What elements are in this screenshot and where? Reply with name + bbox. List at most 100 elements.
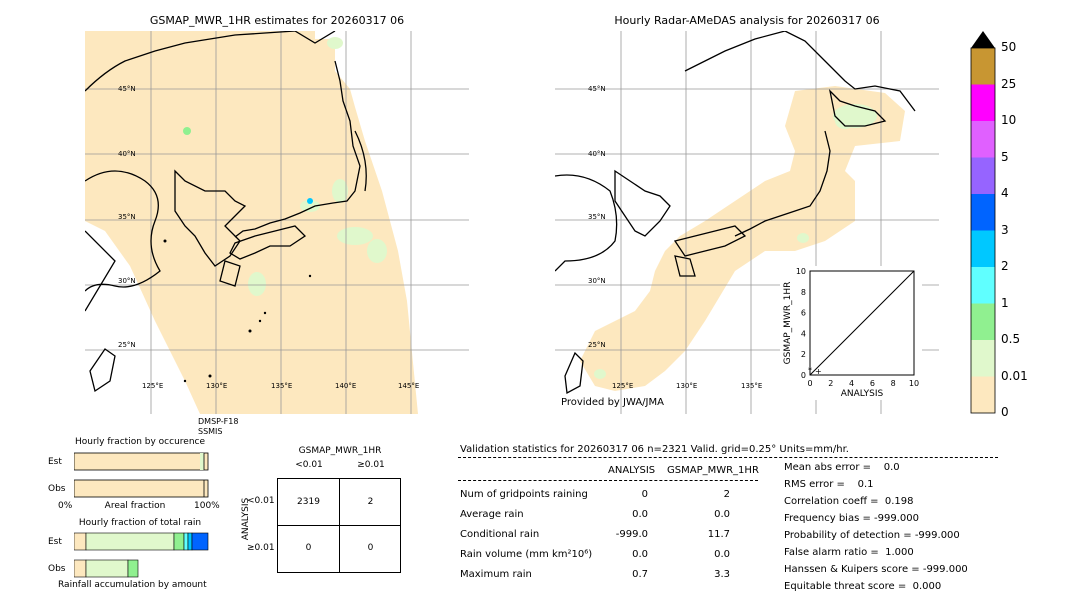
validation-row-gsmap: 3.3 — [714, 569, 730, 580]
right-map — [555, 31, 939, 414]
svg-text:*: * — [808, 366, 812, 375]
scatter-xtick: 0 — [807, 379, 812, 388]
colorbar-cell — [971, 376, 995, 413]
colorbar-tick-label: 5 — [1001, 149, 1009, 164]
scatter-ylabel: GSMAP_MWR_1HR — [783, 281, 793, 365]
left-lon-label: 145°E — [398, 382, 420, 390]
contingency-row-header: <0.01 — [247, 496, 275, 506]
colorbar-cell — [971, 121, 995, 158]
right-map-title: Hourly Radar-AMeDAS analysis for 2026031… — [614, 14, 880, 27]
total-est-seg — [173, 532, 185, 551]
validation-score: RMS error = 0.1 — [784, 479, 874, 490]
scatter-ytick: 8 — [801, 288, 806, 297]
colorbar-cell — [971, 230, 995, 267]
contingency-table: 2319 2 0 0 — [277, 478, 401, 573]
scatter-ytick: 4 — [801, 329, 806, 338]
right-lon-label: 130°E — [676, 382, 698, 390]
colorbar-cell — [971, 303, 995, 340]
validation-score: Correlation coeff = 0.198 — [784, 496, 914, 507]
contingency-row-axis: ANALYSIS — [241, 497, 251, 541]
sensor-label: SSMIS — [198, 427, 223, 436]
scatter-xtick: 4 — [849, 379, 854, 388]
validation-row-label: Average rain — [460, 509, 524, 520]
occurrence-est-label: Est — [48, 457, 62, 467]
right-lat-label: 35°N — [588, 213, 606, 221]
identity-line — [809, 270, 915, 376]
validation-row-label: Rain volume (mm km²10⁶) — [460, 549, 593, 560]
right-lat-label: 30°N — [588, 277, 606, 285]
scatter-xtick: 10 — [909, 379, 919, 388]
colorbar — [970, 31, 996, 414]
occurrence-est-rain-seg — [200, 453, 204, 470]
left-map — [85, 31, 469, 414]
total-obs-seg — [127, 559, 139, 578]
scatter-xtick: 2 — [828, 379, 833, 388]
colorbar-cell — [971, 48, 995, 85]
colorbar-tick-label: 0.5 — [1001, 332, 1021, 346]
validation-row-analysis: 0 — [641, 489, 648, 500]
contingency-cell: 0 — [305, 543, 312, 553]
validation-row-analysis: -999.0 — [615, 529, 648, 540]
table-divider — [458, 480, 758, 481]
total-est-seg — [187, 532, 193, 551]
svg-text:+: + — [815, 367, 822, 376]
right-lat-label: 40°N — [588, 150, 606, 158]
scatter-xtick: 6 — [870, 379, 875, 388]
right-lat-label: 45°N — [588, 85, 606, 93]
left-lon-label: 135°E — [271, 382, 293, 390]
scatter-xlabel: ANALYSIS — [840, 389, 884, 399]
scatter-ytick: 2 — [801, 350, 806, 359]
total-rain-obs-label: Obs — [48, 564, 66, 574]
contingency-cell: 2319 — [297, 497, 320, 507]
axis-areal-fraction: Areal fraction — [104, 501, 166, 511]
validation-score: Probability of detection = -999.000 — [784, 530, 960, 541]
total-rain-footer: Rainfall accumulation by amount — [58, 580, 207, 590]
total-rain-title: Hourly fraction of total rain — [78, 518, 202, 528]
contingency-cell: 2 — [367, 497, 374, 507]
right-lon-label: 125°E — [612, 382, 634, 390]
colorbar-tick-label: 25 — [1001, 76, 1017, 91]
occurrence-obs-bar — [74, 479, 209, 498]
total-est-seg — [74, 532, 87, 551]
col-gsmap-header: GSMAP_MWR_1HR — [667, 465, 759, 476]
validation-row-analysis: 0.7 — [632, 569, 648, 580]
validation-row-gsmap: 2 — [723, 489, 730, 500]
validation-score: Mean abs error = 0.0 — [784, 462, 900, 473]
colorbar-tick-label: 0 — [1001, 405, 1009, 419]
colorbar-extend-arrow — [971, 31, 995, 48]
validation-row-analysis: 0.0 — [632, 509, 648, 520]
total-rain-est-label: Est — [48, 537, 62, 547]
left-lat-label: 45°N — [118, 85, 136, 93]
validation-row-gsmap: 11.7 — [707, 529, 730, 540]
total-obs-seg — [74, 559, 87, 578]
left-lon-label: 130°E — [206, 382, 228, 390]
colorbar-tick-label: 1 — [1001, 295, 1009, 310]
total-obs-seg — [85, 559, 129, 578]
right-lon-label: 135°E — [741, 382, 763, 390]
left-lon-label: 125°E — [142, 382, 164, 390]
validation-row-gsmap: 0.0 — [714, 549, 730, 560]
scatter-ytick: 10 — [796, 267, 806, 276]
validation-score: Frequency bias = -999.000 — [784, 513, 919, 524]
contingency-cell: 0 — [367, 543, 374, 553]
colorbar-cell — [971, 157, 995, 194]
colorbar-tick-label: 50 — [1001, 40, 1017, 54]
axis-0pct: 0% — [58, 501, 73, 511]
colorbar-tick-label: 4 — [1001, 186, 1009, 200]
colorbar-cell — [971, 267, 995, 304]
col-analysis-header: ANALYSIS — [608, 465, 656, 476]
colorbar-tick-label: 0.01 — [1001, 368, 1028, 383]
contingency-col-header: <0.01 — [295, 460, 323, 470]
validation-score: False alarm ratio = 1.000 — [784, 547, 914, 558]
total-est-seg — [191, 532, 209, 551]
axis-100pct: 100% — [194, 501, 220, 511]
validation-row-analysis: 0.0 — [632, 549, 648, 560]
total-rain-bars — [74, 532, 209, 578]
scatter-inset: 00 2 2 4 4 6 6 8 8 10 10 * + — [780, 266, 922, 400]
colorbar-cell — [971, 194, 995, 231]
left-lat-label: 25°N — [118, 341, 136, 349]
validation-header: Validation statistics for 20260317 06 n=… — [460, 444, 849, 455]
validation-row-gsmap: 0.0 — [714, 509, 730, 520]
left-lat-label: 40°N — [118, 150, 136, 158]
contingency-title: GSMAP_MWR_1HR — [298, 446, 382, 456]
